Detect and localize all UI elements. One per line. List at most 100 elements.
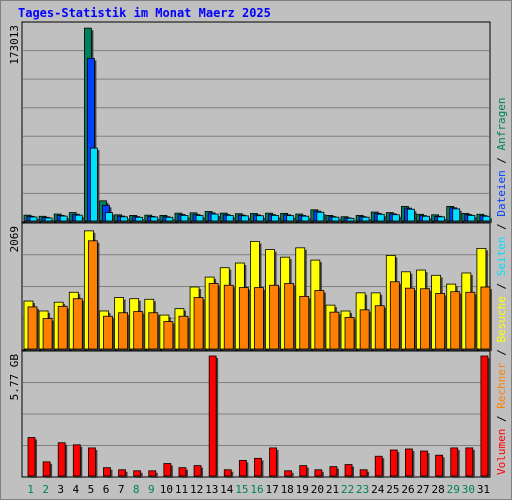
kbytes-bar-day-11-body	[178, 467, 187, 477]
kbytes-bar-day-24-body	[374, 455, 383, 477]
legend-text: Volumen / Rechner / Besuche / Seiten / D…	[495, 97, 508, 475]
sites-bar-day-17	[269, 284, 281, 351]
pages-bar-day-27	[422, 215, 432, 223]
pages-bar-day-6	[105, 212, 115, 223]
pages-bar-day-12	[195, 215, 206, 223]
sites-bar-day-12-body	[193, 297, 204, 350]
pages-bar-day-13	[210, 213, 221, 223]
kbytes-bar-day-14	[223, 469, 234, 478]
kbytes-bar-day-23-body	[359, 469, 368, 477]
pages-bar-day-31	[482, 215, 492, 223]
kbytes-bar-day-6-body	[103, 467, 111, 477]
sites-bar-day-9	[148, 312, 160, 351]
legend-kbytes: Volumen	[495, 429, 508, 475]
day-label-27: 27	[416, 483, 429, 496]
sites-bar-day-22-body	[344, 317, 355, 350]
kbytes-bar-day-15-body	[238, 460, 247, 477]
panel-visits-max-label: 2069	[8, 226, 21, 253]
pages-bar-day-5	[89, 147, 100, 223]
kbytes-bar-day-12	[193, 465, 204, 478]
kbytes-bar-day-11	[178, 467, 188, 478]
sites-bar-day-26-body	[405, 287, 415, 350]
kbytes-bar-day-25-body	[389, 449, 398, 477]
pages-bar-day-22-body	[346, 217, 355, 222]
kbytes-bar-day-28-body	[435, 454, 444, 477]
sites-bar-day-3	[57, 305, 70, 351]
sites-bar-day-18	[284, 283, 296, 351]
pages-bar-day-17-body	[271, 214, 279, 222]
kbytes-bar-day-27-body	[420, 450, 428, 477]
sites-bar-day-29-body	[450, 291, 461, 350]
pages-bar-day-25-body	[391, 214, 400, 222]
chart-title: Tages-Statistik im Monat Maerz 2025	[18, 6, 271, 20]
pages-bar-day-30-body	[467, 214, 476, 222]
sites-bar-day-2	[42, 318, 55, 351]
sites-bar-day-17-body	[269, 284, 279, 350]
sites-bar-day-26	[405, 287, 417, 351]
sites-bar-day-1	[27, 306, 39, 351]
pages-bar-day-15-body	[240, 215, 249, 222]
pages-bar-day-20	[316, 211, 326, 223]
pages-bar-day-3-body	[59, 215, 68, 222]
sites-bar-day-16	[254, 287, 266, 351]
kbytes-bar-day-14-body	[223, 469, 232, 477]
sites-bar-day-15	[238, 287, 251, 351]
kbytes-bar-day-6	[103, 467, 113, 478]
sites-bar-day-9-body	[148, 312, 159, 350]
kbytes-bar-day-17-body	[269, 447, 277, 477]
pages-bar-day-24-body	[376, 213, 385, 222]
kbytes-bar-day-26	[405, 448, 415, 478]
day-label-23: 23	[356, 483, 369, 496]
day-label-4: 4	[73, 483, 80, 496]
day-label-31: 31	[477, 483, 490, 496]
kbytes-bar-day-24	[374, 455, 385, 478]
pages-bar-day-10	[165, 216, 175, 223]
pages-bar-day-12-body	[195, 215, 204, 222]
pages-bar-day-28	[437, 216, 447, 223]
sites-bar-day-20	[314, 290, 326, 351]
kbytes-bar-day-2	[42, 461, 53, 478]
pages-bar-day-21	[331, 216, 341, 223]
day-label-19: 19	[296, 483, 309, 496]
pages-bar-day-14	[225, 214, 236, 223]
kbytes-bar-day-13	[208, 355, 219, 478]
pages-bar-day-26	[407, 208, 417, 223]
sites-bar-day-15-body	[238, 287, 249, 350]
legend-visits: Besuche	[495, 296, 508, 342]
kbytes-bar-day-4-body	[72, 444, 81, 477]
panel-volume-max-label: 5.77 GB	[8, 354, 21, 401]
day-label-17: 17	[265, 483, 278, 496]
legend-separator: /	[495, 276, 508, 296]
kbytes-bar-day-18-body	[284, 470, 293, 477]
kbytes-bar-day-18	[284, 470, 294, 478]
sites-bar-day-22	[344, 317, 357, 351]
pages-bar-day-31-body	[482, 215, 491, 222]
kbytes-bar-day-5	[87, 447, 98, 478]
kbytes-bar-day-12-body	[193, 465, 202, 477]
kbytes-bar-day-22-body	[344, 464, 353, 477]
day-label-9: 9	[148, 483, 155, 496]
sites-bar-day-16-body	[254, 287, 264, 350]
pages-bar-day-16-body	[256, 215, 264, 222]
kbytes-bar-day-4	[72, 444, 83, 478]
sites-bar-day-14-body	[223, 284, 234, 350]
sites-bar-day-31	[480, 286, 492, 351]
sites-bar-day-11	[178, 315, 190, 351]
legend-separator: /	[495, 217, 508, 237]
day-label-18: 18	[281, 483, 294, 496]
pages-bar-day-6-body	[105, 212, 113, 222]
pages-bar-day-27-body	[422, 215, 430, 222]
kbytes-bar-day-10	[163, 463, 173, 478]
pages-bar-day-1-body	[29, 216, 38, 222]
kbytes-bar-day-21-body	[329, 466, 338, 477]
sites-bar-day-5-body	[87, 240, 98, 350]
pages-bar-day-19-body	[301, 215, 310, 222]
sites-bar-day-3-body	[57, 305, 68, 350]
day-label-24: 24	[371, 483, 385, 496]
kbytes-bar-day-29	[450, 447, 460, 478]
kbytes-bar-day-16	[254, 457, 264, 478]
day-label-11: 11	[175, 483, 188, 496]
kbytes-bar-day-30-body	[465, 447, 474, 477]
kbytes-bar-day-3	[57, 442, 68, 478]
